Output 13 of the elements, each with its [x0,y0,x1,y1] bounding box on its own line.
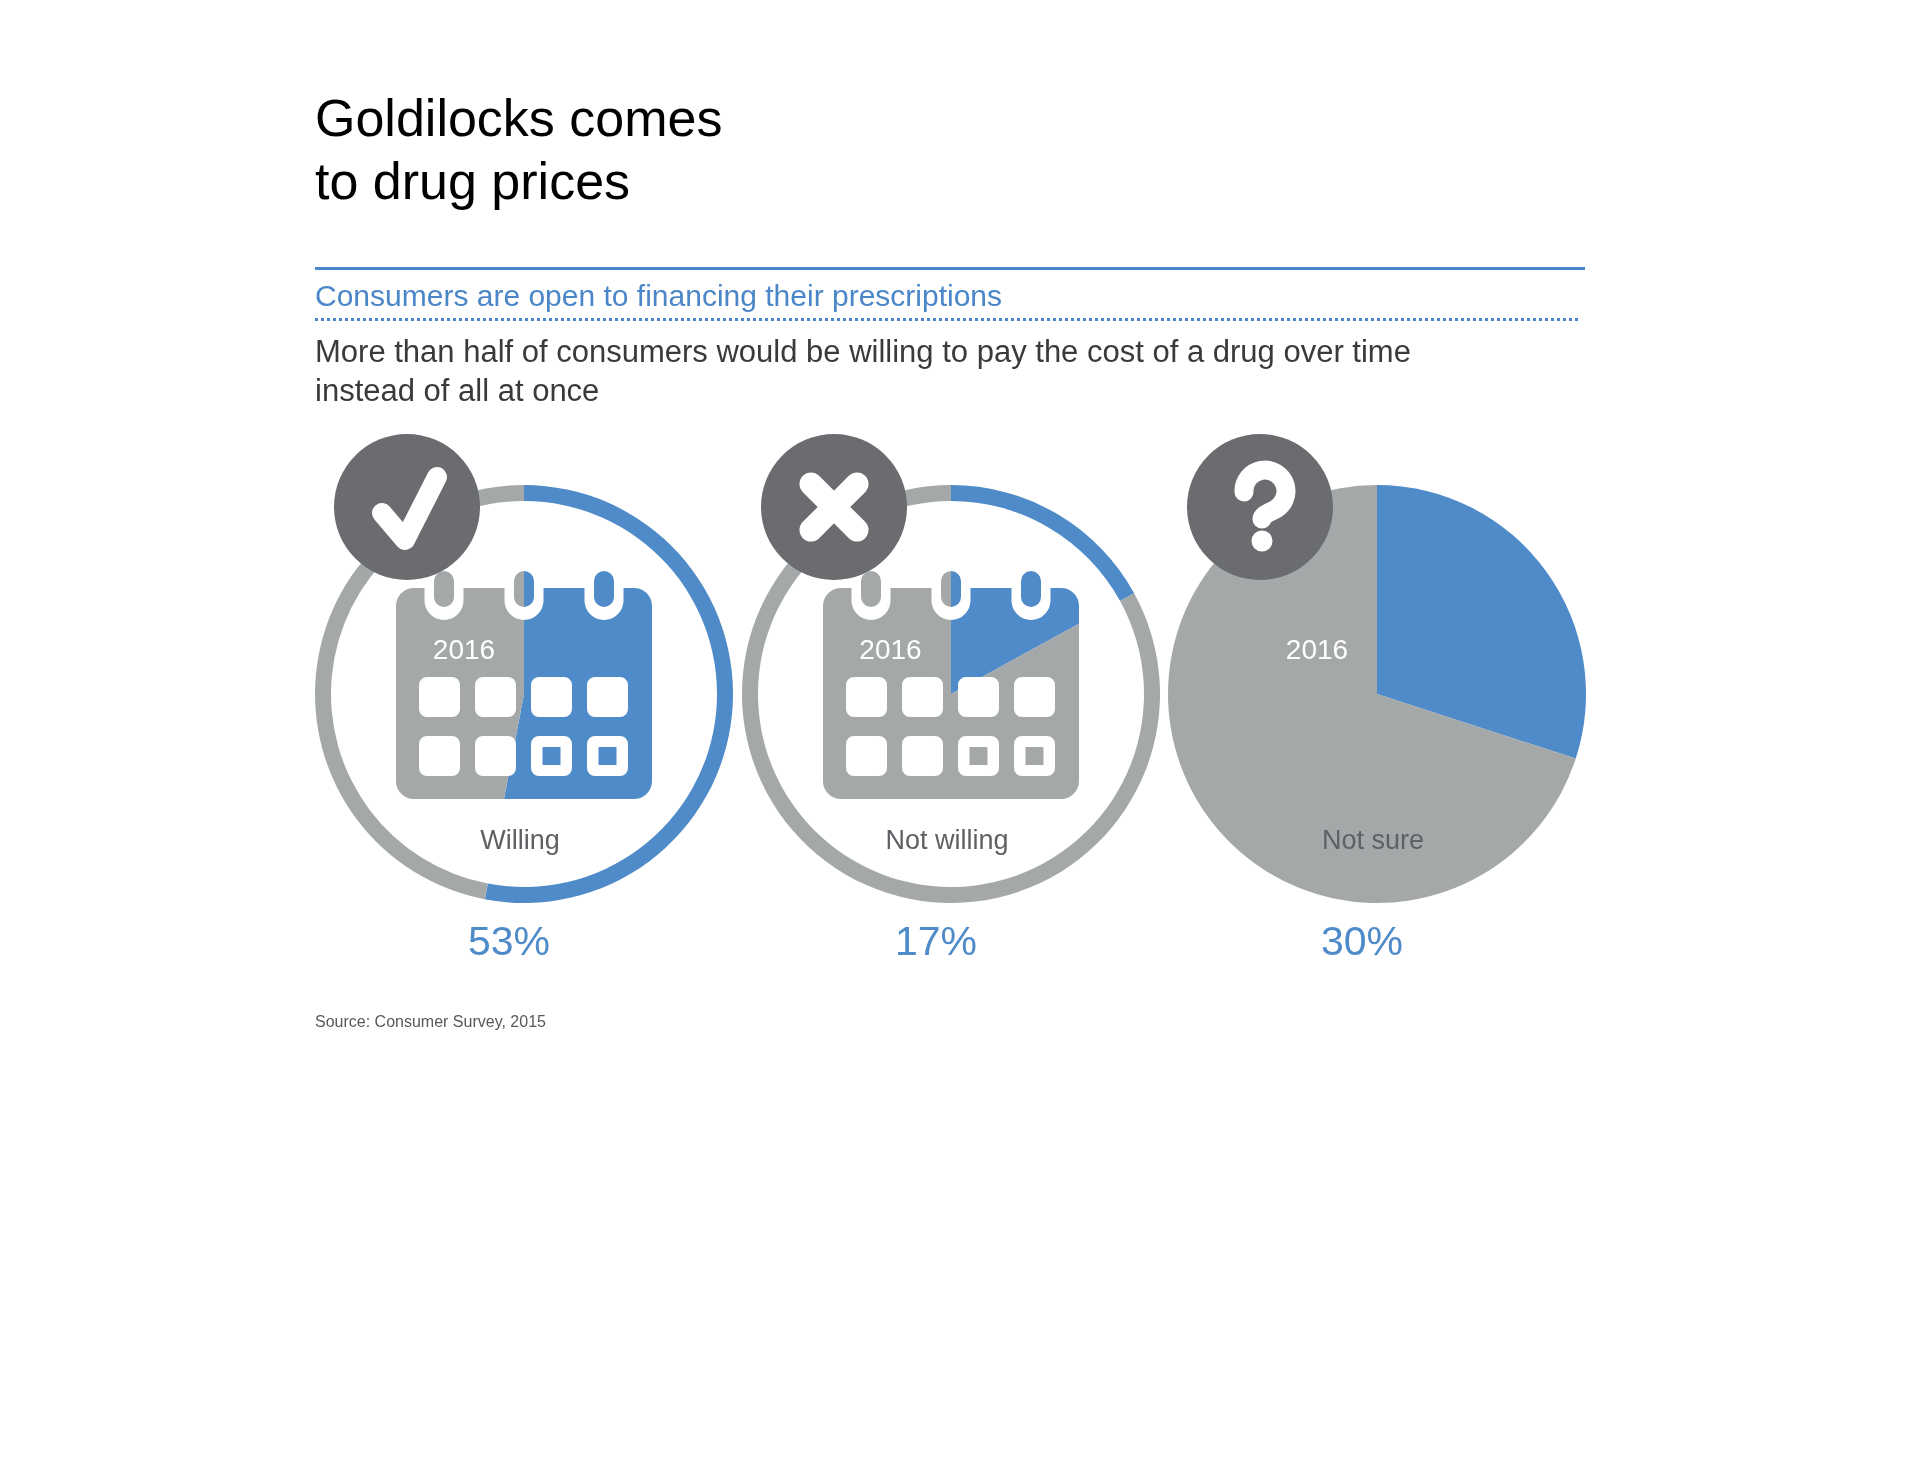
text: Willing [480,825,560,855]
text: 30% [1320,918,1404,964]
text: Not willing [884,825,1009,855]
text: Consumers are open to financing their prescriptions [315,279,1003,313]
text: 17% [894,918,977,964]
text: 2016 [432,634,496,666]
source-note: Source: Consumer Survey, 2015 [315,1012,546,1032]
text: More than half of consumers would be willing to pay the cost of a drug over time instead of all at once [315,333,1412,410]
text: 53% [467,918,551,964]
text: Goldilocks comes to drug prices [315,88,724,212]
text: 2016 [859,634,922,666]
text: 2016 [1285,634,1349,666]
text: Not sure [1321,825,1425,855]
